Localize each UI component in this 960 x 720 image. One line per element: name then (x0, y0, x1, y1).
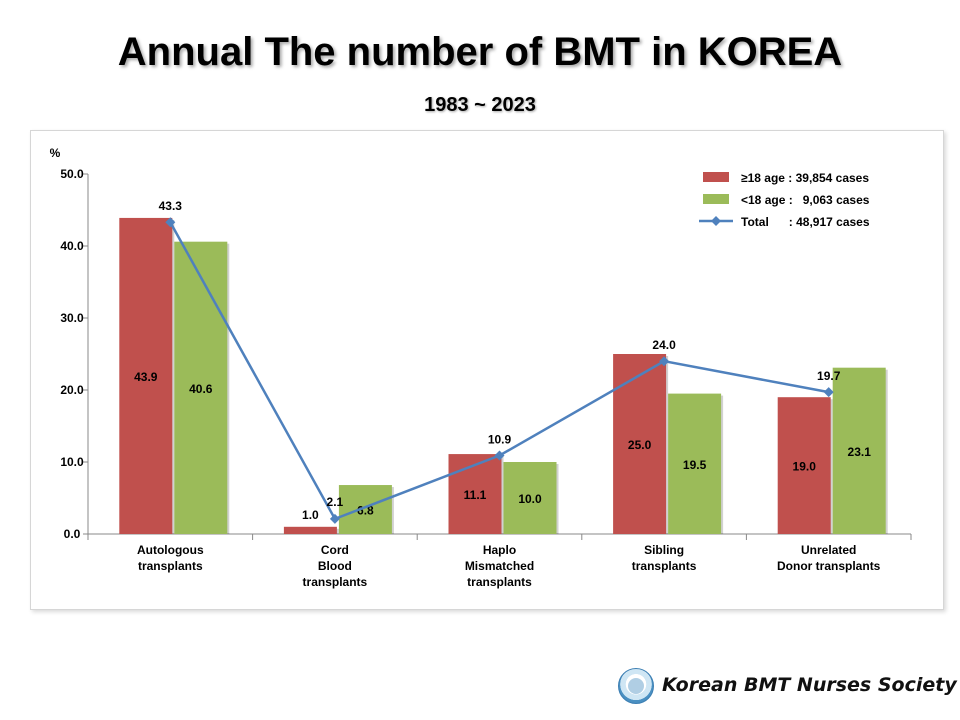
total-value-label: 43.3 (159, 199, 183, 213)
legend-label: ≥18 age : 39,854 cases (741, 171, 869, 185)
footer: Korean BMT Nurses Society (618, 668, 957, 708)
x-category-label: transplants (632, 559, 697, 573)
chart-frame: 0.0 10.0 20.0 30.0 40.0 50.0% Autologous transp… (30, 130, 944, 610)
x-category-label: Blood (318, 559, 352, 573)
x-category-label: Autologous (137, 543, 204, 557)
total-value-label: 19.7 (817, 369, 841, 383)
y-tick-label: 40.0 (60, 239, 84, 253)
total-point (659, 356, 670, 367)
x-category-label: Donor transplants (777, 559, 881, 573)
x-category-label: Sibling (644, 543, 684, 557)
bar-adult (448, 454, 502, 534)
organization-name: Korean BMT Nurses Society (662, 674, 957, 696)
legend-swatch (703, 194, 729, 204)
bar-child (174, 241, 228, 534)
y-tick-label: 20.0 (60, 383, 84, 397)
bar-child (668, 393, 722, 534)
legend-label: Total : 48,917 cases (741, 215, 870, 229)
bar-adult (119, 217, 173, 535)
bar-child (832, 367, 886, 534)
society-logo-icon (618, 668, 654, 704)
y-axis-label: % (50, 146, 61, 160)
x-category-label: Haplo (483, 543, 516, 557)
page-subtitle: 1983 ~ 2023 (424, 94, 536, 116)
bar-value-label: 43.9 (134, 370, 158, 384)
legend-swatch (703, 172, 729, 182)
bar-value-label: 19.0 (793, 460, 817, 474)
legend-marker (711, 216, 721, 226)
bar-value-label: 1.0 (302, 508, 319, 522)
total-point (329, 513, 340, 524)
bar-value-label: 6.8 (357, 504, 374, 518)
bmt-chart: 0.0 10.0 20.0 30.0 40.0 50.0% Autologous transp… (50, 146, 912, 589)
y-tick-label: 50.0 (60, 167, 84, 181)
page-title: Annual The number of BMT in KOREA (117, 30, 843, 74)
x-category-label: Mismatched (465, 559, 534, 573)
x-category-label: transplants (138, 559, 203, 573)
bar-value-label: 25.0 (628, 438, 652, 452)
bar-value-label: 11.1 (464, 488, 487, 502)
x-category-label: Unrelated (801, 543, 856, 557)
total-point (165, 217, 176, 228)
bar-adult (283, 526, 337, 534)
bar-adult (777, 397, 831, 534)
bar-value-label: 19.5 (683, 458, 707, 472)
legend-label: <18 age : 9,063 cases (741, 193, 870, 207)
bar-child (503, 462, 557, 534)
y-tick-label: 0.0 (64, 527, 81, 541)
total-point (823, 387, 834, 398)
y-tick-label: 30.0 (60, 311, 84, 325)
x-category-label: transplants (467, 575, 532, 589)
total-value-label: 24.0 (652, 338, 676, 352)
total-value-label: 10.9 (488, 433, 512, 447)
total-value-label: 2.1 (327, 495, 344, 509)
bar-value-label: 23.1 (848, 445, 872, 459)
x-category-label: transplants (303, 575, 368, 589)
bar-child (338, 485, 392, 534)
y-tick-label: 10.0 (60, 455, 84, 469)
bar-value-label: 10.0 (518, 492, 542, 506)
bar-value-label: 40.6 (189, 382, 213, 396)
x-category-label: Cord (321, 543, 349, 557)
total-point (494, 450, 505, 461)
